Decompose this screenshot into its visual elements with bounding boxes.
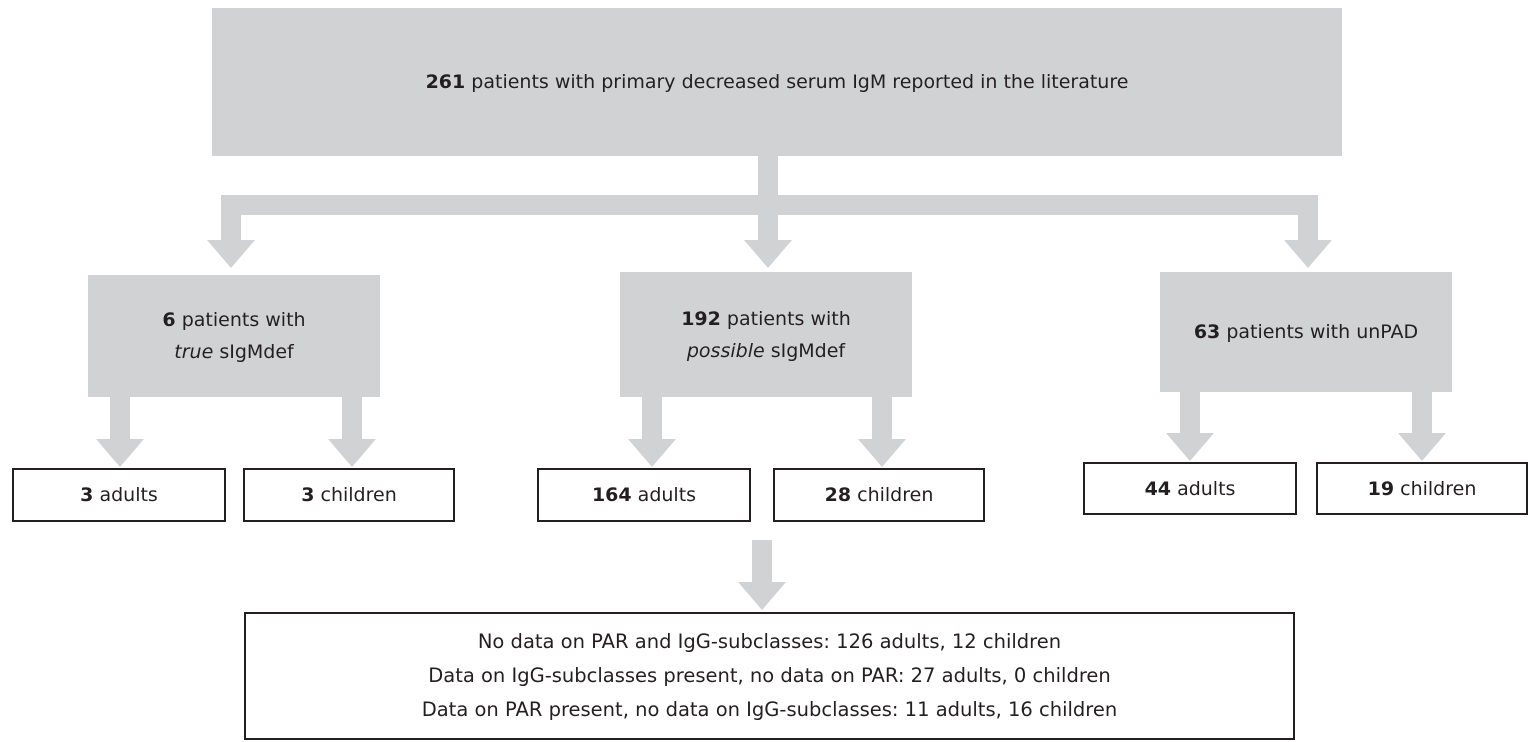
root-text: 261 patients with primary decreased seru… — [426, 66, 1129, 98]
count: 44 — [1144, 477, 1172, 500]
label: children — [1400, 477, 1477, 500]
subgroup-text: 19 children — [1368, 473, 1477, 505]
arrow — [1398, 392, 1446, 461]
emphasis: true — [174, 341, 214, 363]
subgroup-node: 28 children — [773, 468, 985, 522]
group-node: 6 patients with true sIgMdef — [88, 275, 380, 397]
arrow — [738, 540, 786, 610]
label: adults — [1177, 477, 1236, 500]
subgroup-text: 44 adults — [1145, 473, 1236, 505]
arrow — [1284, 205, 1332, 268]
detail-line: Data on PAR present, no data on IgG-subc… — [421, 698, 1118, 721]
group-line: true sIgMdef — [174, 336, 293, 368]
count: 6 — [162, 309, 176, 331]
subgroup-text: 28 children — [825, 479, 934, 511]
root-node: 261 patients with primary decreased seru… — [212, 8, 1342, 156]
group-line: 192 patients with — [681, 303, 851, 335]
count: 63 — [1193, 321, 1221, 343]
label: patients with — [181, 309, 306, 331]
group-node: 192 patients with possible sIgMdef — [620, 272, 912, 397]
arrows — [96, 156, 1446, 610]
count: 3 — [301, 484, 315, 506]
arrow — [744, 205, 792, 268]
subgroup-text: 3 children — [301, 479, 397, 511]
count: 192 — [681, 307, 721, 330]
label: children — [857, 484, 934, 506]
subgroup-node: 164 adults — [537, 468, 751, 522]
group-node: 63 patients with unPAD — [1160, 272, 1452, 392]
label: children — [320, 484, 397, 506]
arrow — [1166, 392, 1214, 461]
subgroup-text: 3 adults — [80, 479, 158, 511]
subgroup-node: 3 children — [243, 468, 455, 522]
count: 261 — [425, 71, 466, 93]
group-line: 63 patients with unPAD — [1194, 316, 1418, 348]
group-line: possible sIgMdef — [687, 335, 845, 367]
group-line: 6 patients with — [162, 304, 305, 336]
arrow — [858, 397, 906, 467]
detail-line: Data on IgG-subclasses present, no data … — [428, 664, 1111, 687]
subgroup-node: 3 adults — [12, 468, 226, 522]
details-node: No data on PAR and IgG-subclasses: 126 a… — [244, 612, 1295, 740]
label: adults — [99, 484, 158, 506]
count: 164 — [591, 484, 632, 506]
emphasis: possible — [686, 339, 765, 362]
arrow — [207, 205, 255, 268]
label: patients with — [726, 307, 851, 330]
suffix: sIgMdef — [770, 339, 846, 362]
count: 28 — [824, 484, 852, 506]
subgroup-node: 19 children — [1316, 462, 1528, 515]
detail-line: No data on PAR and IgG-subclasses: 126 a… — [477, 630, 1062, 653]
subgroup-node: 44 adults — [1083, 462, 1297, 515]
arrow — [328, 397, 376, 467]
arrow — [628, 397, 676, 467]
arrow — [96, 397, 144, 467]
label: patients with unPAD — [1226, 321, 1419, 343]
count: 19 — [1367, 477, 1395, 500]
subgroup-text: 164 adults — [592, 479, 696, 511]
count: 3 — [80, 484, 94, 506]
label: adults — [637, 484, 697, 506]
suffix: sIgMdef — [219, 341, 294, 363]
label: patients with primary decreased serum Ig… — [471, 71, 1129, 93]
